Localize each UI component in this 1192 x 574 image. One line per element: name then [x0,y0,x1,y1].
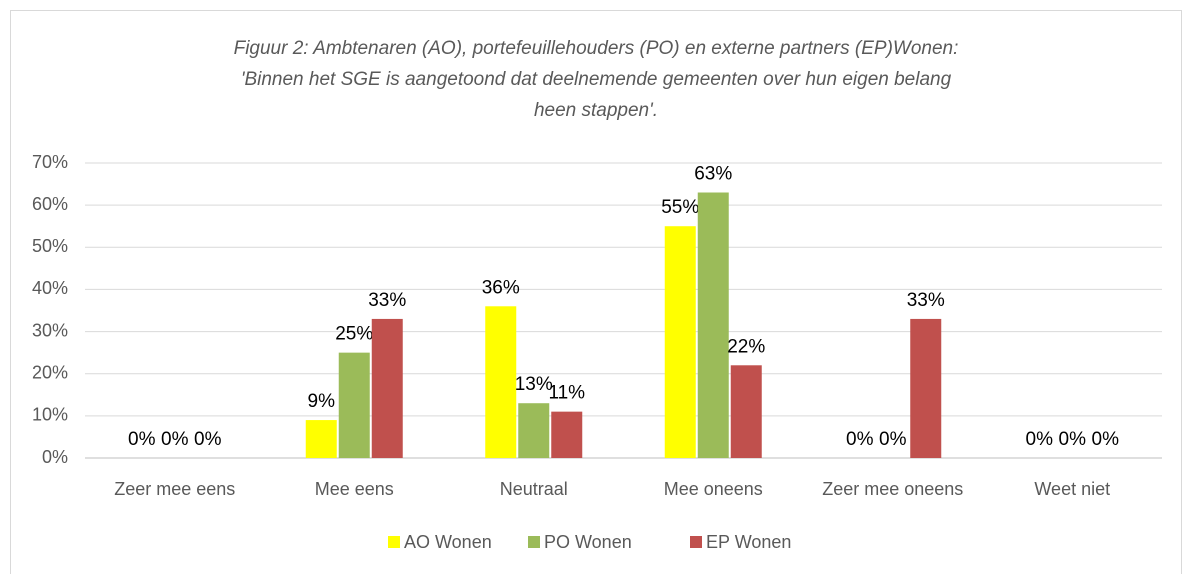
data-label: 0% [846,429,874,450]
legend-label: EP Wonen [706,532,791,552]
chart-title: 'Binnen het SGE is aangetoond dat deelne… [241,69,952,90]
bar [305,420,337,458]
bar [485,306,517,458]
data-label: 0% [194,429,222,450]
data-label: 0% [1059,429,1087,450]
data-label: 0% [128,429,156,450]
y-tick-label: 20% [32,362,68,382]
legend-label: AO Wonen [404,532,492,552]
data-label: 63% [694,164,732,185]
bar [551,411,583,458]
data-label: 9% [308,391,336,412]
data-label: 11% [548,383,585,404]
data-label: 36% [482,277,520,298]
y-tick-label: 40% [32,278,68,298]
data-label: 0% [161,429,189,450]
bar [664,226,696,458]
data-label: 0% [879,429,907,450]
x-tick-label: Mee oneens [664,479,763,499]
y-tick-label: 50% [32,236,68,256]
y-tick-label: 60% [32,194,68,214]
bar [730,365,762,458]
data-label: 0% [1092,429,1120,450]
x-tick-label: Zeer mee oneens [822,479,963,499]
chart-title: heen stappen'. [534,100,658,121]
bar [910,318,942,458]
chart-border [10,10,1182,574]
x-tick-label: Mee eens [315,479,394,499]
y-tick-label: 70% [32,152,68,172]
bar [371,318,403,458]
y-tick-label: 0% [42,447,68,467]
data-label: 22% [727,336,765,357]
legend-swatch [528,536,540,548]
bar [697,192,729,458]
data-label: 33% [907,290,945,311]
data-label: 55% [661,197,699,218]
data-label: 25% [335,324,373,345]
data-label: 0% [1026,429,1054,450]
bar [338,352,370,458]
x-tick-label: Weet niet [1034,479,1110,499]
legend-swatch [690,536,702,548]
bar [518,403,550,458]
x-tick-label: Neutraal [500,479,568,499]
data-label: 33% [368,290,406,311]
chart-title: Figuur 2: Ambtenaren (AO), portefeuilleh… [234,38,959,59]
y-tick-label: 10% [32,405,68,425]
legend-label: PO Wonen [544,532,632,552]
y-tick-label: 30% [32,320,68,340]
data-label: 13% [515,374,553,395]
legend-swatch [388,536,400,548]
x-tick-label: Zeer mee eens [114,479,235,499]
